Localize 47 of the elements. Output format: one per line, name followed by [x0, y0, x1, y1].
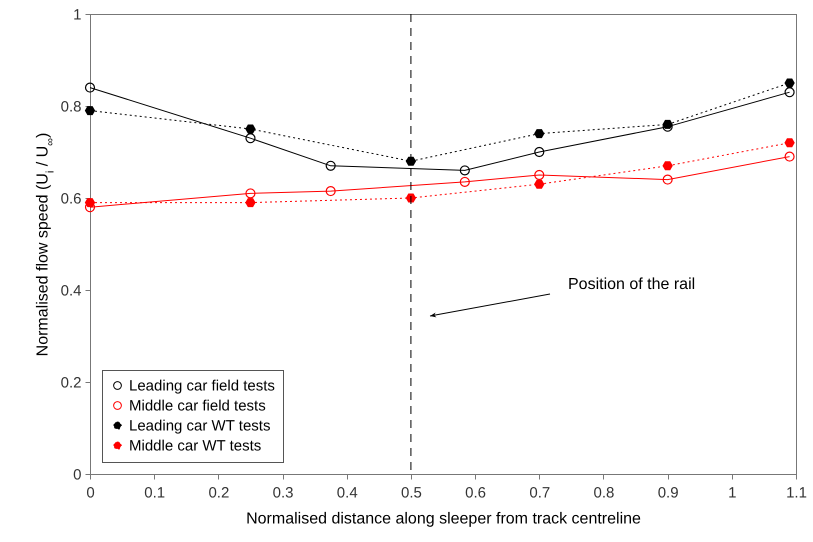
x-axis-title: Normalised distance along sleeper from track centreline	[246, 510, 642, 528]
point	[84, 198, 96, 208]
y-tick-label: 0.4	[60, 282, 82, 300]
y-tick-label: 0	[73, 466, 82, 484]
point	[84, 106, 96, 116]
y-tick-label: 0.2	[60, 374, 82, 392]
x-tick-label: 1	[728, 484, 736, 502]
x-tick-label: 0.1	[144, 484, 166, 502]
legend-label: Leading car WT tests	[129, 418, 270, 434]
x-tick-label: 0.5	[400, 484, 422, 502]
point	[784, 152, 795, 162]
point	[245, 133, 256, 144]
legend-label: Leading car field tests	[129, 378, 275, 394]
x-tick-label: 1.1	[786, 484, 807, 502]
point	[245, 198, 256, 208]
point	[662, 120, 673, 129]
point	[84, 82, 96, 93]
point	[326, 186, 336, 196]
point	[784, 87, 795, 98]
point	[460, 165, 470, 176]
x-tick-label: 0.2	[208, 484, 230, 502]
point	[662, 174, 673, 185]
point	[534, 170, 544, 180]
point	[245, 124, 256, 134]
annotation: Position of the rail	[568, 276, 696, 293]
point	[662, 161, 673, 170]
legend-label: Middle car WT tests	[129, 438, 262, 454]
point	[784, 78, 795, 88]
x-tick-label: 0	[86, 484, 95, 502]
y-tick-label: 0.8	[60, 98, 82, 116]
point	[245, 188, 256, 198]
point	[460, 176, 470, 187]
x-tick-label: 0.4	[336, 484, 358, 502]
x-tick-label: 0.7	[529, 484, 550, 502]
point	[326, 160, 336, 171]
point	[534, 180, 544, 189]
y-tick-label: 1	[73, 6, 82, 24]
y-tick-label: 0.6	[60, 190, 82, 208]
point	[784, 138, 795, 148]
point	[534, 146, 544, 158]
point	[534, 129, 544, 138]
legend-label: Middle car field tests	[129, 398, 266, 414]
x-tick-label: 0.9	[658, 484, 679, 502]
x-tick-label: 0.8	[594, 484, 614, 502]
x-tick-label: 0.6	[465, 484, 486, 502]
x-tick-label: 0.3	[272, 484, 294, 502]
point	[406, 156, 416, 166]
